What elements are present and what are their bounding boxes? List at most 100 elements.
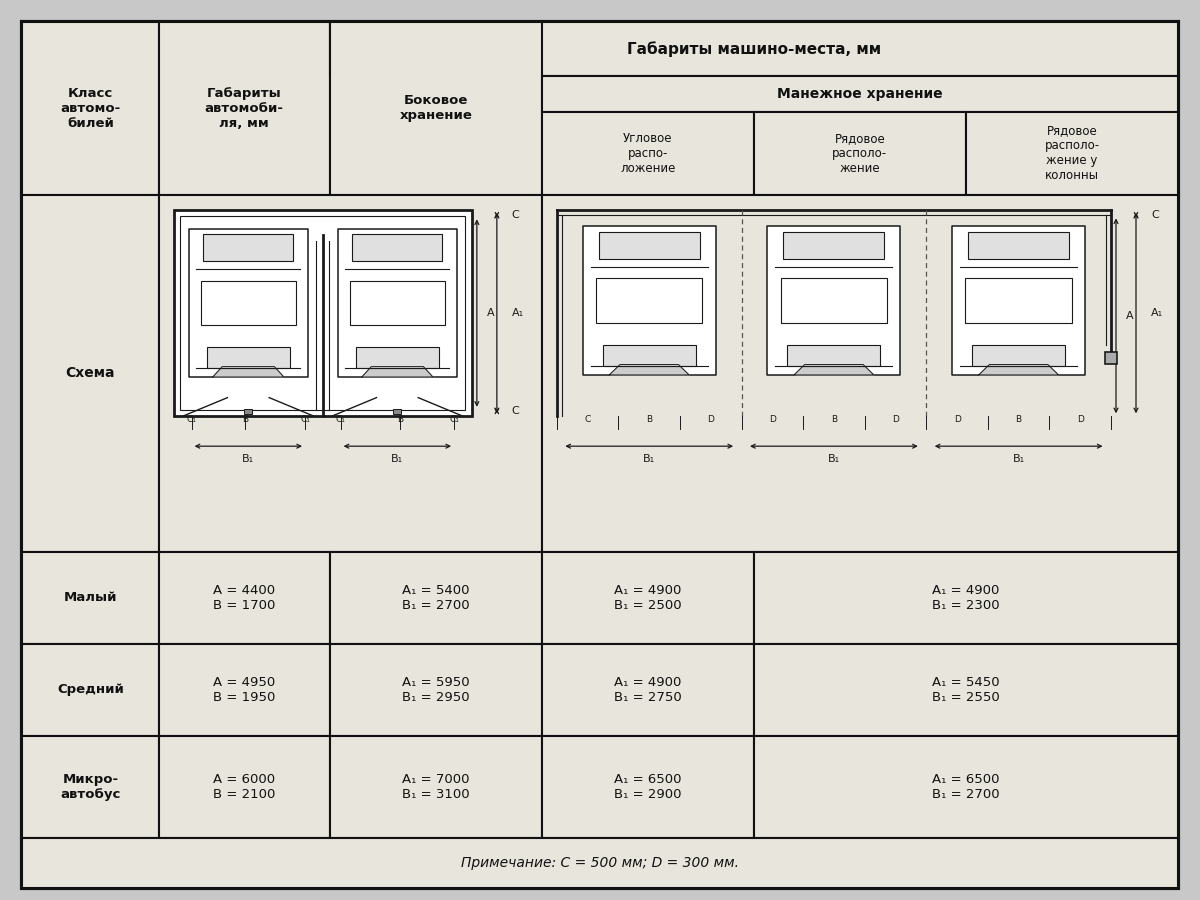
- Bar: [542, 195, 1178, 552]
- Text: Рядовое
располо-
жение у
колонны: Рядовое располо- жение у колонны: [1044, 124, 1099, 183]
- Text: Схема: Схема: [66, 366, 115, 381]
- Text: A₁ = 6500
B₁ = 2700: A₁ = 6500 B₁ = 2700: [932, 773, 1000, 801]
- Text: Боковое
хранение: Боковое хранение: [400, 94, 473, 122]
- Text: A: A: [1126, 310, 1134, 320]
- Text: A₁ = 4900
B₁ = 2750: A₁ = 4900 B₁ = 2750: [614, 676, 682, 704]
- Text: A: A: [487, 308, 494, 318]
- Text: C₁: C₁: [449, 415, 458, 424]
- Bar: [972, 346, 1066, 366]
- Text: A₁ = 5450
B₁ = 2550: A₁ = 5450 B₁ = 2550: [932, 676, 1000, 704]
- Polygon shape: [212, 366, 284, 377]
- Text: C: C: [1151, 210, 1159, 220]
- Bar: [353, 235, 443, 261]
- Text: D: D: [954, 415, 960, 424]
- Text: Примечание: C = 500 мм; D = 300 мм.: Примечание: C = 500 мм; D = 300 мм.: [461, 856, 739, 870]
- Text: A = 6000
B = 2100: A = 6000 B = 2100: [214, 773, 276, 801]
- Text: C: C: [512, 210, 520, 220]
- Text: A₁ = 5950
B₁ = 2950: A₁ = 5950 B₁ = 2950: [402, 676, 469, 704]
- Text: B: B: [397, 415, 403, 424]
- Text: B₁: B₁: [391, 454, 403, 464]
- Bar: [180, 217, 466, 410]
- Text: C: C: [584, 415, 590, 424]
- Bar: [602, 346, 696, 366]
- Bar: [200, 281, 295, 325]
- Text: Класс
автомо-
билей: Класс автомо- билей: [60, 87, 120, 130]
- Bar: [1105, 353, 1117, 364]
- Bar: [394, 410, 401, 414]
- Text: B₁: B₁: [643, 454, 655, 464]
- Bar: [754, 644, 1178, 735]
- Bar: [22, 195, 158, 552]
- Bar: [203, 235, 293, 261]
- Text: Габариты
автомоби-
ля, мм: Габариты автомоби- ля, мм: [205, 87, 284, 130]
- Polygon shape: [361, 366, 433, 377]
- Bar: [754, 112, 966, 195]
- Text: Манежное хранение: Манежное хранение: [778, 87, 943, 101]
- Text: Рядовое
располо-
жение: Рядовое располо- жение: [833, 132, 888, 175]
- Bar: [968, 232, 1069, 259]
- Text: D: D: [769, 415, 775, 424]
- Text: C₁: C₁: [187, 415, 197, 424]
- Text: A₁ = 5400
B₁ = 2700: A₁ = 5400 B₁ = 2700: [402, 584, 469, 612]
- Text: B₁: B₁: [1013, 454, 1025, 464]
- Bar: [754, 735, 1178, 838]
- Text: C₁: C₁: [336, 415, 346, 424]
- Bar: [754, 552, 1178, 644]
- Bar: [768, 227, 900, 375]
- Text: Средний: Средний: [56, 683, 124, 696]
- Bar: [542, 644, 754, 735]
- Bar: [784, 232, 884, 259]
- Text: Габариты машино-места, мм: Габариты машино-места, мм: [626, 41, 881, 57]
- Bar: [158, 735, 330, 838]
- Bar: [22, 838, 1178, 888]
- Bar: [158, 22, 330, 195]
- Text: A₁ = 4900
B₁ = 2500: A₁ = 4900 B₁ = 2500: [614, 584, 682, 612]
- Text: Микро-
автобус: Микро- автобус: [60, 773, 120, 801]
- Text: B₁: B₁: [828, 454, 840, 464]
- Text: C₁: C₁: [300, 415, 310, 424]
- Text: B: B: [242, 415, 248, 424]
- Bar: [542, 112, 754, 195]
- Bar: [583, 227, 715, 375]
- Bar: [338, 229, 457, 377]
- Polygon shape: [610, 364, 689, 375]
- Text: Малый: Малый: [64, 591, 118, 604]
- Bar: [22, 552, 158, 644]
- Text: D: D: [892, 415, 899, 424]
- Text: A₁ = 6500
B₁ = 2900: A₁ = 6500 B₁ = 2900: [614, 773, 682, 801]
- Bar: [22, 22, 158, 195]
- Bar: [356, 347, 439, 368]
- Bar: [599, 232, 700, 259]
- Text: A = 4400
B = 1700: A = 4400 B = 1700: [214, 584, 276, 612]
- Text: A₁: A₁: [1151, 308, 1163, 318]
- Bar: [158, 644, 330, 735]
- Bar: [350, 281, 445, 325]
- Text: A₁ = 4900
B₁ = 2300: A₁ = 4900 B₁ = 2300: [932, 584, 1000, 612]
- Bar: [245, 410, 252, 414]
- Bar: [330, 22, 1178, 76]
- Text: A₁: A₁: [512, 308, 524, 318]
- Bar: [330, 644, 542, 735]
- Bar: [330, 552, 542, 644]
- Bar: [966, 278, 1072, 323]
- Text: B₁: B₁: [242, 454, 254, 464]
- Text: D: D: [707, 415, 714, 424]
- Bar: [330, 735, 542, 838]
- Bar: [22, 644, 158, 735]
- Bar: [174, 210, 472, 416]
- Bar: [190, 229, 307, 377]
- Bar: [206, 347, 290, 368]
- Bar: [542, 76, 1178, 112]
- Polygon shape: [979, 364, 1058, 375]
- Text: B: B: [830, 415, 836, 424]
- Bar: [596, 278, 702, 323]
- Text: B: B: [646, 415, 653, 424]
- Text: A = 4950
B = 1950: A = 4950 B = 1950: [214, 676, 276, 704]
- Bar: [158, 552, 330, 644]
- Text: D: D: [1076, 415, 1084, 424]
- Bar: [158, 195, 542, 552]
- Bar: [542, 552, 754, 644]
- Bar: [542, 735, 754, 838]
- Bar: [781, 278, 887, 323]
- Text: B: B: [1015, 415, 1021, 424]
